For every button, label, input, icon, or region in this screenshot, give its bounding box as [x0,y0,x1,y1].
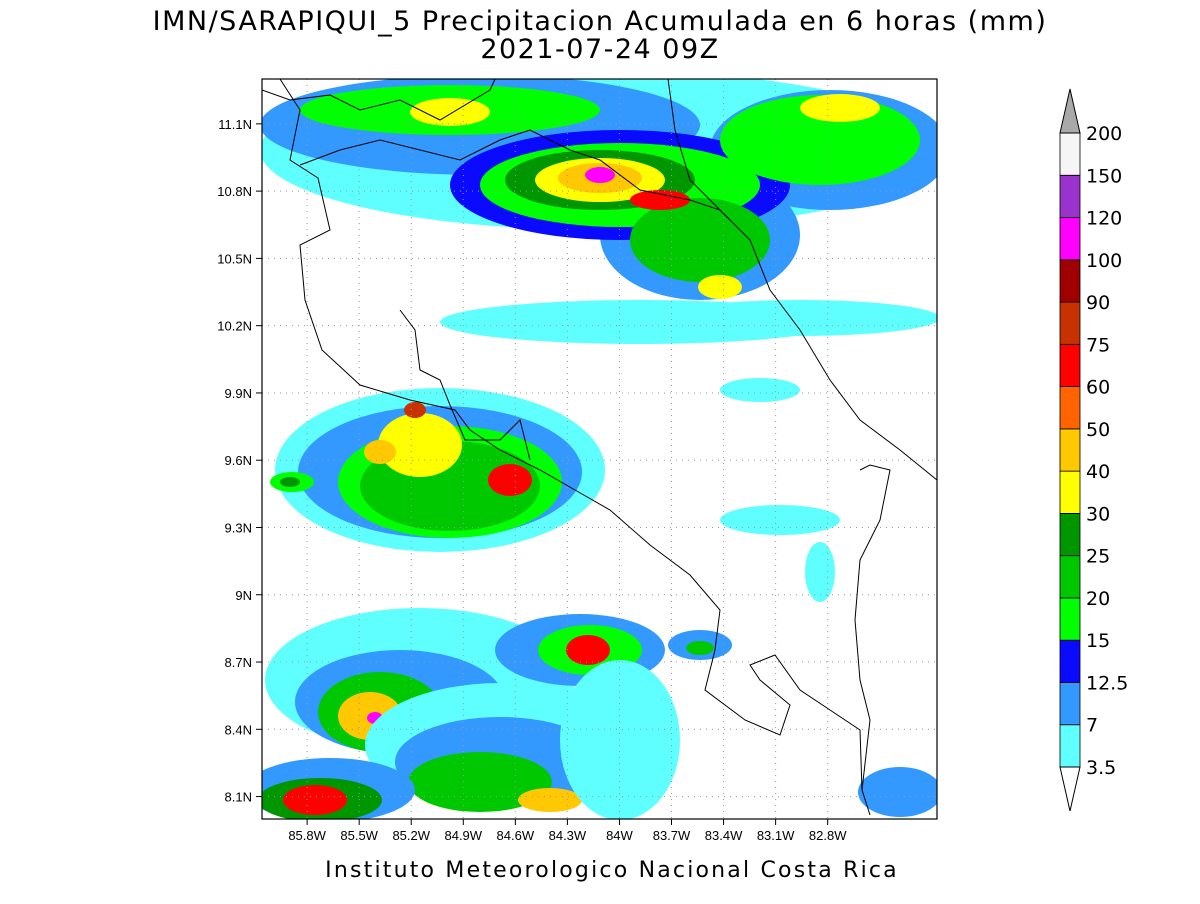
precip-area [280,477,300,487]
precip-area [566,635,610,665]
y-tick-label: 9N [235,588,252,603]
precip-area [630,190,690,210]
colorbar-label: 100 [1086,250,1122,272]
precip-area [488,464,532,496]
colorbar-segment [1059,132,1081,176]
y-tick-label: 8.4N [225,722,252,737]
y-tick-label: 9.3N [225,520,252,535]
colorbar-segment [1059,428,1081,472]
precip-area [378,413,462,477]
precip-area [686,641,714,655]
colorbar-segment [1059,259,1081,303]
precip-area [404,402,426,418]
precip-area [698,275,742,299]
y-tick-label: 9.9N [225,386,252,401]
x-tick-label: 84.6W [497,828,535,843]
colorbar-label: 90 [1086,292,1110,314]
colorbar-segment [1059,217,1081,261]
colorbar-label: 12.5 [1086,672,1128,694]
x-tick-label: 85.2W [392,828,430,843]
precip-area [630,198,770,282]
x-tick-label: 85.8W [288,828,326,843]
colorbar-segment [1059,639,1081,683]
colorbar-label: 50 [1086,419,1110,441]
precip-area [518,788,582,812]
precip-area [858,767,937,817]
x-tick-label: 84.3W [549,828,587,843]
precip-area [720,378,800,402]
colorbar-label: 40 [1086,461,1110,483]
coastline [279,79,871,816]
border [262,79,496,121]
colorbar-segment [1059,597,1081,641]
coastlines [262,79,937,816]
colorbar-label: 150 [1086,165,1122,187]
border [667,79,731,221]
precip-area [283,785,347,815]
colorbar-segment [1059,724,1081,768]
x-tick-label: 82.8W [809,828,847,843]
colorbar-segment [1059,470,1081,514]
border [299,129,937,481]
precip-area [720,95,920,185]
coastline [399,309,531,461]
y-tick-label: 10.5N [217,251,252,266]
precip-area [805,542,835,602]
colorbar-label: 7 [1086,715,1098,737]
y-tick-label: 11.1N [218,117,252,132]
plot-frame [261,78,938,820]
y-tick-label: 10.2N [217,319,252,334]
precip-area [560,660,680,819]
colorbar-label: 20 [1086,588,1110,610]
colorbar-segment [1059,386,1081,430]
colorbar-segment [1059,555,1081,599]
colorbar-label: 60 [1086,377,1110,399]
precip-area [408,752,552,812]
colorbar-label: 3.5 [1086,757,1116,779]
colorbar-segment [1059,513,1081,557]
x-tick-label: 83.4W [705,828,743,843]
precip-area [410,98,490,126]
border [854,464,891,791]
precip-area [364,440,396,464]
precip-area [800,94,880,122]
colorbar-over-arrow [1059,88,1081,134]
title: IMN/SARAPIQUI_5 Precipitacion Acumulada … [153,6,1048,37]
precip-area [720,505,840,535]
x-tick-label: 84.9W [444,828,482,843]
colorbar-label: 75 [1086,334,1110,356]
precip-area [660,300,937,336]
colorbar: 3.5 7 12.5 15 20 25 30 40 50 60 75 90 100 120 150 200 [1059,88,1128,812]
colorbar-label: 30 [1086,503,1110,525]
axis-ticks: 85.8W 85.5W 85.2W 84.9W 84.6W 84.3W 84W 83.7W 83… [217,117,847,843]
colorbar-segment [1059,174,1081,218]
y-tick-label: 9.6N [225,453,252,468]
colorbar-under-arrow [1059,766,1081,812]
colorbar-label: 25 [1086,546,1110,568]
colorbar-segment [1059,682,1081,726]
subtitle: 2021-07-24 09Z [480,34,719,65]
footer: Instituto Meteorologico Nacional Costa R… [325,858,899,883]
x-tick-label: 83.7W [653,828,691,843]
x-tick-label: 85.5W [340,828,378,843]
y-tick-label: 8.7N [225,655,252,670]
x-tick-label: 84W [606,828,633,843]
precipitation-field [262,79,937,819]
colorbar-segment [1059,343,1081,388]
x-tick-label: 83.1W [757,828,795,843]
colorbar-label: 200 [1086,123,1122,145]
y-tick-label: 8.1N [225,790,252,805]
colorbar-label: 15 [1086,630,1110,652]
colorbar-segment [1059,301,1081,345]
y-tick-label: 10.8N [217,184,252,199]
precip-area [585,167,615,183]
colorbar-label: 120 [1086,208,1122,230]
